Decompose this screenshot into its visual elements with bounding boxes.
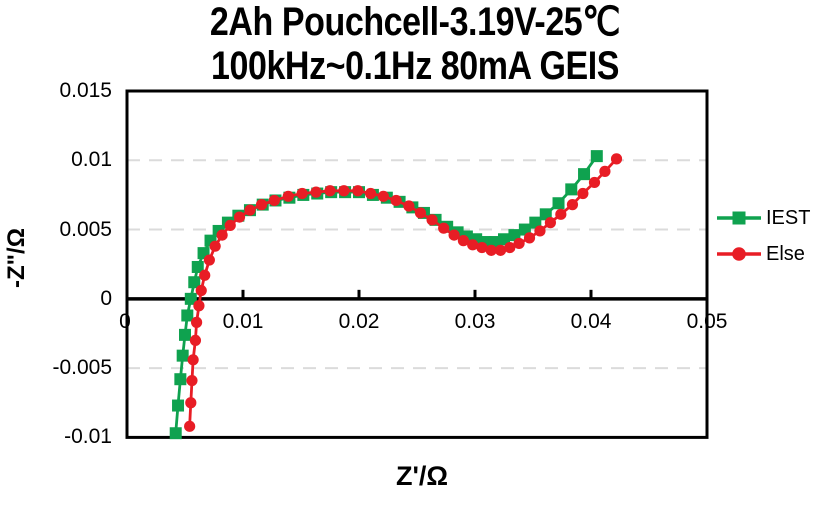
data-point-else [534,225,546,237]
data-point-else [555,208,567,220]
data-point-iest [174,373,187,386]
data-point-else [426,214,438,226]
data-point-else [599,165,611,177]
data-point-else [189,334,202,347]
plot-border [125,89,709,439]
data-point-else [184,420,196,432]
y-axis-title: -Z"/Ω [3,228,30,288]
x-tick-label-003: 0.03 [454,310,496,333]
data-point-else [296,187,308,200]
data-point-else [365,187,377,200]
data-point-else [504,241,516,254]
data-point-iest [169,427,182,440]
data-point-else [233,211,246,223]
data-point-else [438,222,450,234]
x-tick-label-005: 0.05 [686,310,728,333]
data-point-else [588,176,601,189]
data-point-else [216,229,228,241]
data-point-else [209,240,221,252]
x-tick-label-004: 0.04 [570,310,612,333]
chart-title: 2Ah Pouchcell-3.19V-25℃ 100kHz~0.1Hz 80m… [153,0,677,88]
data-point-else [403,200,415,212]
data-point-else [577,187,589,200]
legend-marker-iest-square-icon [717,211,761,225]
data-point-else [457,235,469,247]
data-point-else [338,185,350,197]
data-point-iest [498,233,510,246]
data-point-else [566,199,579,211]
data-point-else [193,300,205,312]
legend-marker [732,211,746,225]
data-point-else [186,374,198,387]
data-point-else [203,254,215,266]
data-point-else [268,194,280,207]
data-point-else [485,244,497,256]
data-point-else [255,199,268,211]
x-tick-label-0: 0 [119,310,131,333]
data-point-else [467,239,479,251]
legend-item-iest: IEST [716,205,810,231]
data-point-else [195,284,207,297]
data-point-else [610,153,623,165]
data-point-else [185,397,197,409]
data-point-iest [188,276,201,289]
data-point-else [476,241,488,254]
y-tick-label-0: 0 [100,287,112,310]
y-tick-label-0005: 0.005 [59,218,112,241]
data-point-iest [181,309,194,322]
chart-title-line1: 2Ah Pouchcell-3.19V-25℃ [209,0,621,44]
data-point-else [523,232,536,244]
data-point-iest [590,150,603,163]
x-tick-label-001: 0.01 [222,310,264,333]
x-axis-title: Z'/Ω [395,461,449,491]
data-point-else [199,269,211,281]
legend-item-else: Else [716,241,805,267]
data-point-iest [172,399,185,412]
chart-title-line2: 100kHz~0.1Hz 80mA GEIS [210,44,619,88]
data-point-else [414,207,427,219]
data-point-else [448,229,460,241]
data-point-iest [578,168,591,181]
legend-label-else: Else [766,243,805,265]
y-tick-label-001: 0.01 [71,148,112,171]
series-else [184,153,623,432]
data-point-else [191,316,203,328]
data-point-else [377,190,389,202]
y-tick-label-0015: 0.015 [59,79,112,102]
data-point-else [187,354,199,366]
data-point-else [544,217,557,229]
data-point-iest [191,260,204,273]
data-point-else [390,194,402,207]
y-tick-label-n0005: -0.005 [52,356,112,379]
data-point-iest [552,197,565,210]
data-point-iest [176,349,189,362]
legend-label-iest: IEST [766,207,811,229]
data-point-else [282,190,294,202]
data-point-iest [184,292,197,305]
data-point-iest [565,183,578,196]
y-tick-label-n001: -0.01 [64,425,112,448]
data-point-else [310,186,322,198]
data-point-iest [179,328,191,341]
legend-marker-else-circle-icon [717,247,761,261]
data-point-else [244,204,256,216]
data-point-else [352,185,364,197]
legend-marker [732,247,746,261]
x-tick-label-002: 0.02 [338,310,380,333]
data-point-else [224,219,236,232]
data-point-else [513,237,525,250]
data-point-else [324,185,336,197]
data-point-else [494,244,507,256]
